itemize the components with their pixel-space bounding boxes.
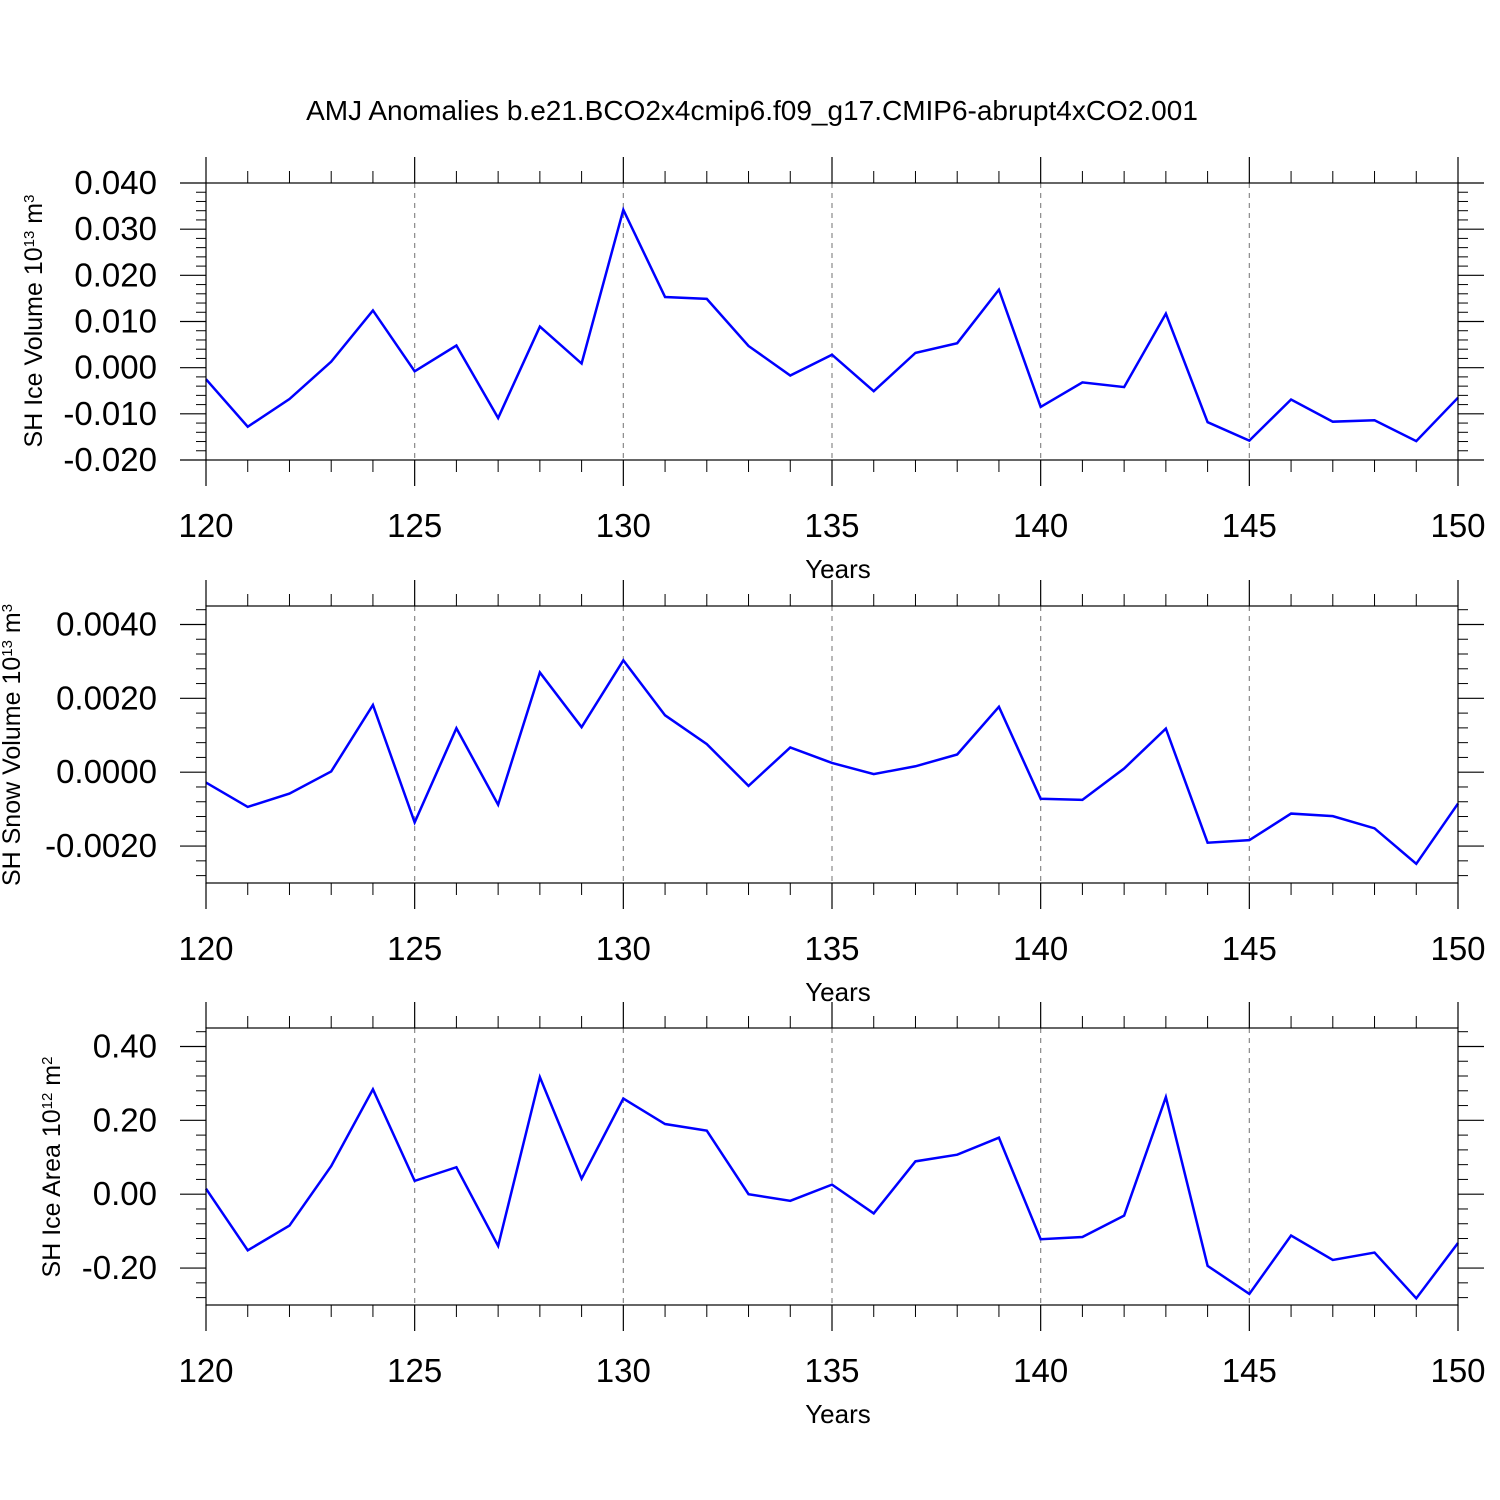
plot-frame [205, 1027, 1459, 1306]
x-tick-label: 150 [1430, 1352, 1485, 1389]
x-tick-label: 145 [1222, 930, 1277, 967]
y-axis-label: SH Ice Volume 1013 m3 [20, 195, 48, 448]
x-tick-label: 120 [178, 507, 233, 544]
y-tick-label: 0.020 [74, 256, 157, 293]
y-tick-label: 0.030 [74, 210, 157, 247]
x-tick-label: 150 [1430, 507, 1485, 544]
x-tick-label: 150 [1430, 930, 1485, 967]
y-tick-label: 0.0040 [56, 605, 157, 642]
y-tick-label: 0.040 [74, 164, 157, 201]
x-tick-label: 135 [804, 930, 859, 967]
x-tick-label: 145 [1222, 507, 1277, 544]
y-tick-label: -0.010 [63, 395, 157, 432]
y-tick-label: 0.0020 [56, 679, 157, 716]
series-line [205, 206, 1459, 443]
series-line [204, 1073, 1459, 1301]
x-tick-label: 130 [596, 1352, 651, 1389]
x-tick-label: 140 [1013, 507, 1068, 544]
x-tick-label: 125 [387, 507, 442, 544]
y-axis-label: SH Snow Volume 1013 m3 [0, 604, 26, 886]
y-tick-label: -0.020 [63, 441, 157, 478]
x-tick-label: 135 [804, 507, 859, 544]
y-tick-label: 0.40 [93, 1027, 157, 1064]
y-tick-label: 0.00 [93, 1175, 157, 1212]
y-tick-label: 0.20 [93, 1101, 157, 1138]
y-tick-label: 0.010 [74, 303, 157, 340]
x-tick-label: 140 [1013, 930, 1068, 967]
plot-frame [205, 605, 1459, 884]
x-tick-label: 120 [178, 930, 233, 967]
x-tick-label: 125 [387, 1352, 442, 1389]
x-tick-label: 130 [596, 930, 651, 967]
y-tick-label: -0.0020 [45, 827, 157, 864]
y-tick-label: -0.20 [82, 1249, 157, 1286]
series-line [205, 658, 1460, 866]
x-axis-label: Years [805, 1399, 871, 1429]
y-tick-label: 0.000 [74, 349, 157, 386]
x-axis-label: Years [805, 554, 871, 584]
x-tick-label: 145 [1222, 1352, 1277, 1389]
x-tick-label: 130 [596, 507, 651, 544]
x-tick-label: 135 [804, 1352, 859, 1389]
chart-panel-2: 120 125 130 135 140 145 150 -0.0020 0.0000 0.0020… [0, 580, 1486, 1007]
x-axis-label: Years [805, 977, 871, 1007]
x-tick-label: 140 [1013, 1352, 1068, 1389]
chart-title: AMJ Anomalies b.e21.BCO2x4cmip6.f09_g17.… [306, 95, 1198, 126]
x-tick-label: 125 [387, 930, 442, 967]
y-axis-label: SH Ice Area 1012 m2 [38, 1057, 66, 1278]
x-tick-label: 120 [178, 1352, 233, 1389]
panels: 120 125 130 135 140 145 150 -0.020 -0.010 0.000 0.… [0, 157, 1486, 1429]
y-tick-label: 0.0000 [56, 753, 157, 790]
plot-frame [205, 182, 1459, 461]
chart-panel-3: 120 125 130 135 140 145 150 -0.20 0.00 0.20 0.40 Ye… [38, 1002, 1486, 1429]
chart-panel-1: 120 125 130 135 140 145 150 -0.020 -0.010 0.000 0.… [20, 157, 1486, 584]
